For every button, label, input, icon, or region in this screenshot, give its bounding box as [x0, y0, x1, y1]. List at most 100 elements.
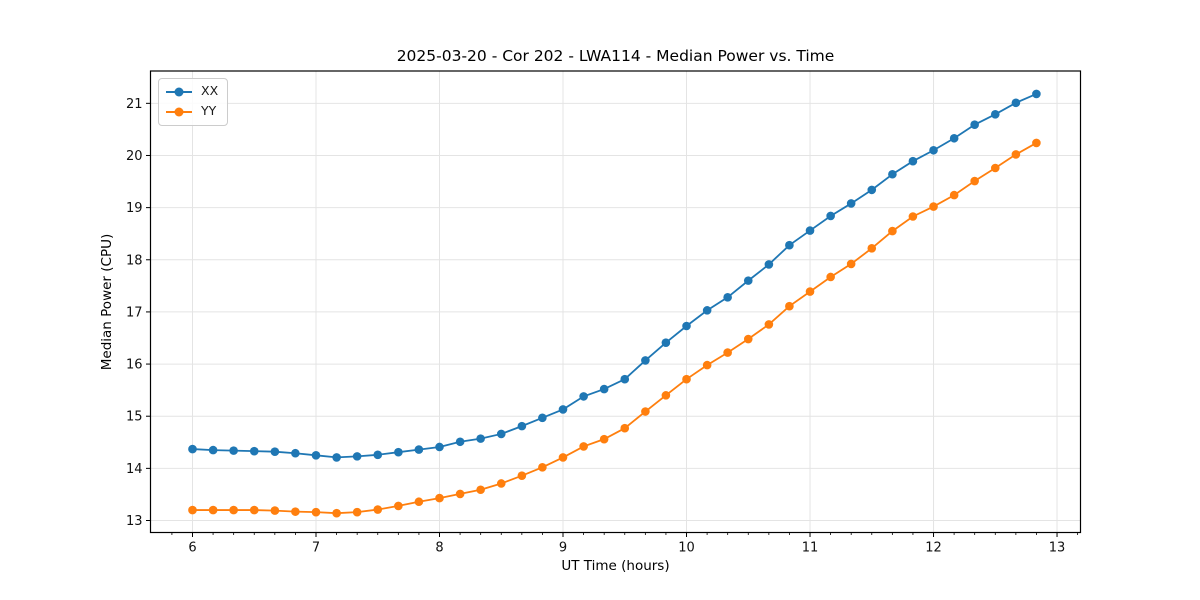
data-point-XX: [435, 442, 444, 452]
data-point-YY: [188, 505, 197, 515]
data-point-YY: [1032, 138, 1041, 148]
data-point-XX: [599, 384, 609, 394]
legend-item-xx: XX: [166, 82, 218, 101]
data-point-XX: [579, 392, 588, 401]
x-tick-label: 11: [802, 541, 819, 556]
data-point-XX: [229, 446, 238, 455]
data-point-XX: [908, 156, 918, 166]
data-point-YY: [908, 212, 918, 221]
data-point-YY: [990, 163, 1000, 173]
x-axis-label: UT Time (hours): [561, 558, 670, 574]
data-point-XX: [723, 293, 732, 302]
data-point-YY: [311, 507, 321, 517]
series-line-XX: [192, 93, 1037, 459]
data-point-YY: [394, 501, 403, 511]
data-point-XX: [311, 451, 321, 460]
data-point-YY: [538, 463, 547, 472]
data-point-YY: [291, 507, 300, 516]
data-point-XX: [826, 211, 835, 221]
data-point-YY: [805, 287, 815, 296]
plot-border: [149, 70, 1082, 534]
data-point-YY: [764, 320, 774, 329]
data-point-XX: [496, 429, 506, 439]
data-point-YY: [496, 479, 506, 488]
data-point-XX: [682, 321, 691, 331]
x-tick-label: 9: [559, 541, 567, 556]
data-point-YY: [826, 272, 835, 282]
chart-title: 2025-03-20 - Cor 202 - LWA114 - Median P…: [396, 47, 835, 65]
data-point-XX: [929, 145, 938, 155]
data-point-YY: [1011, 150, 1021, 159]
data-point-XX: [785, 240, 794, 250]
data-point-XX: [805, 226, 815, 235]
data-point-XX: [517, 421, 527, 431]
y-tick-label: 17: [126, 305, 143, 320]
data-point-YY: [641, 407, 650, 416]
legend-line-sample-yy: [166, 107, 192, 116]
legend-line-sample-xx: [166, 87, 192, 96]
series-XX: [188, 89, 1041, 462]
data-point-YY: [867, 243, 877, 253]
y-tick-label: 21: [126, 97, 143, 112]
legend-marker-dot-yy: [174, 107, 184, 116]
x-tick-label: 12: [925, 541, 942, 556]
data-point-XX: [188, 444, 197, 454]
data-point-YY: [373, 505, 383, 514]
data-point-XX: [352, 452, 362, 461]
y-tick-label: 16: [126, 358, 143, 373]
data-point-XX: [1032, 89, 1041, 99]
data-point-XX: [949, 133, 959, 143]
data-point-XX: [332, 453, 341, 462]
data-point-YY: [332, 508, 341, 518]
data-point-YY: [579, 442, 588, 451]
data-point-XX: [641, 356, 650, 365]
x-tick-label: 6: [188, 541, 196, 556]
data-point-YY: [929, 202, 938, 211]
data-point-YY: [723, 348, 732, 357]
y-tick-label: 20: [126, 149, 143, 164]
y-axis-label: Median Power (CPU): [99, 233, 115, 371]
legend: XX YY: [158, 78, 229, 126]
data-point-XX: [455, 437, 465, 447]
data-point-YY: [682, 374, 691, 384]
x-tick-label: 13: [1049, 541, 1066, 556]
data-point-YY: [702, 360, 712, 370]
legend-marker-dot-xx: [174, 87, 184, 96]
data-point-XX: [558, 405, 568, 414]
data-point-YY: [414, 497, 424, 507]
legend-label-xx: XX: [201, 83, 219, 99]
data-point-YY: [785, 301, 794, 311]
data-point-YY: [352, 507, 362, 517]
data-point-XX: [743, 276, 753, 285]
y-tick-label: 19: [126, 201, 143, 216]
data-point-XX: [661, 338, 671, 347]
data-point-YY: [949, 190, 959, 200]
data-point-XX: [394, 447, 403, 457]
data-point-YY: [888, 226, 897, 236]
x-tick-label: 7: [312, 541, 320, 556]
data-point-YY: [743, 334, 753, 344]
data-point-XX: [764, 260, 774, 269]
data-point-XX: [208, 445, 218, 455]
y-tick-label: 14: [126, 462, 143, 477]
data-point-XX: [373, 450, 383, 460]
data-point-YY: [270, 506, 280, 515]
y-tick-label: 15: [126, 410, 143, 425]
x-tick-label: 10: [678, 541, 695, 556]
series-YY: [188, 138, 1041, 518]
data-point-YY: [455, 489, 465, 499]
data-point-XX: [888, 169, 897, 179]
data-point-XX: [702, 306, 712, 315]
data-point-YY: [249, 505, 259, 515]
data-point-YY: [229, 505, 238, 515]
y-tick-label: 18: [126, 253, 143, 268]
legend-label-yy: YY: [201, 103, 217, 119]
legend-item-yy: YY: [166, 102, 218, 121]
data-point-YY: [476, 485, 485, 495]
data-point-YY: [599, 434, 609, 444]
data-point-YY: [661, 391, 671, 400]
data-point-XX: [291, 448, 300, 458]
data-point-XX: [476, 434, 485, 443]
